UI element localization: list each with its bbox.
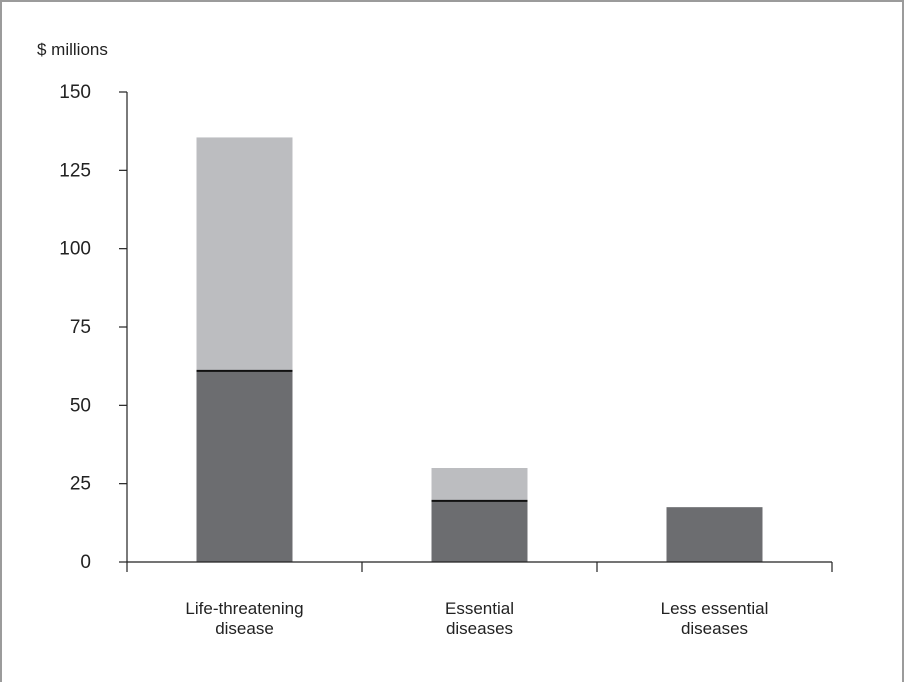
- y-tick-label: 0: [80, 552, 91, 573]
- bar-1-segment-2: [197, 137, 293, 370]
- y-tick-label: 75: [70, 317, 91, 338]
- y-tick-label: 50: [70, 395, 91, 416]
- y-tick-label: 100: [59, 239, 91, 260]
- x-category-label: Less essential diseases: [661, 599, 769, 638]
- bar-3-segment-1: [667, 507, 763, 562]
- bar-2-segment-2: [432, 468, 528, 501]
- bars-group: [197, 137, 763, 562]
- bar-1-segment-1: [197, 371, 293, 562]
- y-tick-label: 125: [59, 160, 91, 181]
- bar-2-segment-1: [432, 501, 528, 562]
- y-axis: 0 25 50 75 100 125 150: [59, 82, 127, 573]
- y-unit-label: $ millions: [37, 40, 108, 59]
- y-tick-label: 25: [70, 474, 91, 495]
- x-category-label: Life-threatening disease: [185, 599, 303, 638]
- x-category-label: Essential diseases: [445, 599, 514, 638]
- y-tick-label: 150: [59, 82, 91, 103]
- x-axis: Life-threatening disease Essential diseases…: [127, 562, 832, 638]
